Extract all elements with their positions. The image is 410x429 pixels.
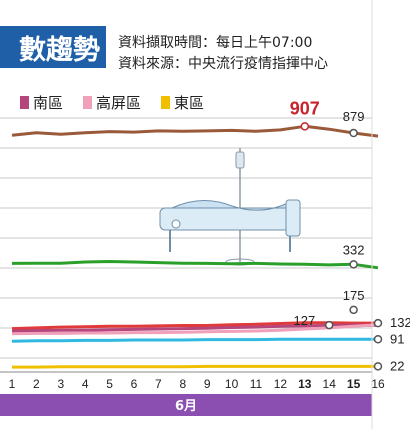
series-line-5 xyxy=(11,337,378,343)
data-label: 91 xyxy=(390,331,404,346)
data-labels: 907 879 332 175 132 127 91 22 xyxy=(290,98,410,373)
x-tick-label: 14 xyxy=(323,377,337,391)
data-label: 907 xyxy=(290,98,320,118)
legend-item-south: 南區 xyxy=(20,92,63,113)
x-tick-label: 8 xyxy=(179,377,186,391)
data-marker xyxy=(373,362,383,371)
series-line-3 xyxy=(11,323,379,333)
series-line-1 xyxy=(11,260,379,270)
x-tick-label: 6 xyxy=(131,377,138,391)
x-tick-label: 4 xyxy=(82,377,89,391)
x-tick-label: 1 xyxy=(9,377,16,391)
legend-swatch-east xyxy=(161,96,171,109)
month-bar xyxy=(0,394,372,416)
hospital-bed-icon xyxy=(159,148,301,266)
x-tick-label: 3 xyxy=(57,377,64,391)
series-line-4 xyxy=(11,323,379,336)
series-line-6 xyxy=(12,364,378,369)
data-marker xyxy=(324,320,334,330)
data-label: 127 xyxy=(293,313,315,328)
legend-label-south: 南區 xyxy=(33,94,64,112)
month-label: 6月 xyxy=(175,399,197,414)
data-source-note: 資料來源：中央流行疫情指揮中心 xyxy=(118,56,328,72)
x-tick-label: 5 xyxy=(106,377,113,391)
data-marker xyxy=(349,128,358,138)
x-tick-label: 9 xyxy=(204,377,211,391)
data-label: 175 xyxy=(343,288,365,303)
x-tick-label: 12 xyxy=(274,377,288,391)
x-tick-label: 15 xyxy=(347,377,361,391)
series-line-2 xyxy=(11,321,378,331)
x-tick-label: 10 xyxy=(225,377,239,391)
data-label: 22 xyxy=(390,358,404,373)
chart-title: 數趨勢 xyxy=(0,26,106,68)
x-tick-label: 2 xyxy=(33,377,40,391)
legend-swatch-kaoping xyxy=(83,96,93,109)
data-label: 132 xyxy=(390,315,410,330)
x-tick-label: 16 xyxy=(371,377,385,391)
x-tick-label: 13 xyxy=(298,377,312,391)
legend-label-east: 東區 xyxy=(174,94,205,112)
x-tick-label: 11 xyxy=(250,377,263,391)
data-marker xyxy=(349,305,358,315)
legend-swatch-south xyxy=(20,96,29,109)
series-line-0 xyxy=(11,124,379,138)
legend-item-kaoping: 高屏區 xyxy=(83,92,141,113)
legend: 南區 高屏區 東區 xyxy=(20,92,204,113)
legend-label-kaoping: 高屏區 xyxy=(96,94,142,112)
data-marker xyxy=(373,318,383,328)
data-marker xyxy=(300,122,310,131)
x-tick-label: 7 xyxy=(155,377,162,391)
data-marker xyxy=(373,335,383,344)
data-label: 332 xyxy=(343,242,365,257)
legend-item-east: 東區 xyxy=(161,92,204,113)
data-marker xyxy=(349,260,358,269)
capture-time-note: 資料擷取時間：每日上午07:00 xyxy=(118,35,313,51)
data-markers xyxy=(300,122,383,371)
data-label: 879 xyxy=(343,109,365,124)
series-lines xyxy=(11,124,379,369)
